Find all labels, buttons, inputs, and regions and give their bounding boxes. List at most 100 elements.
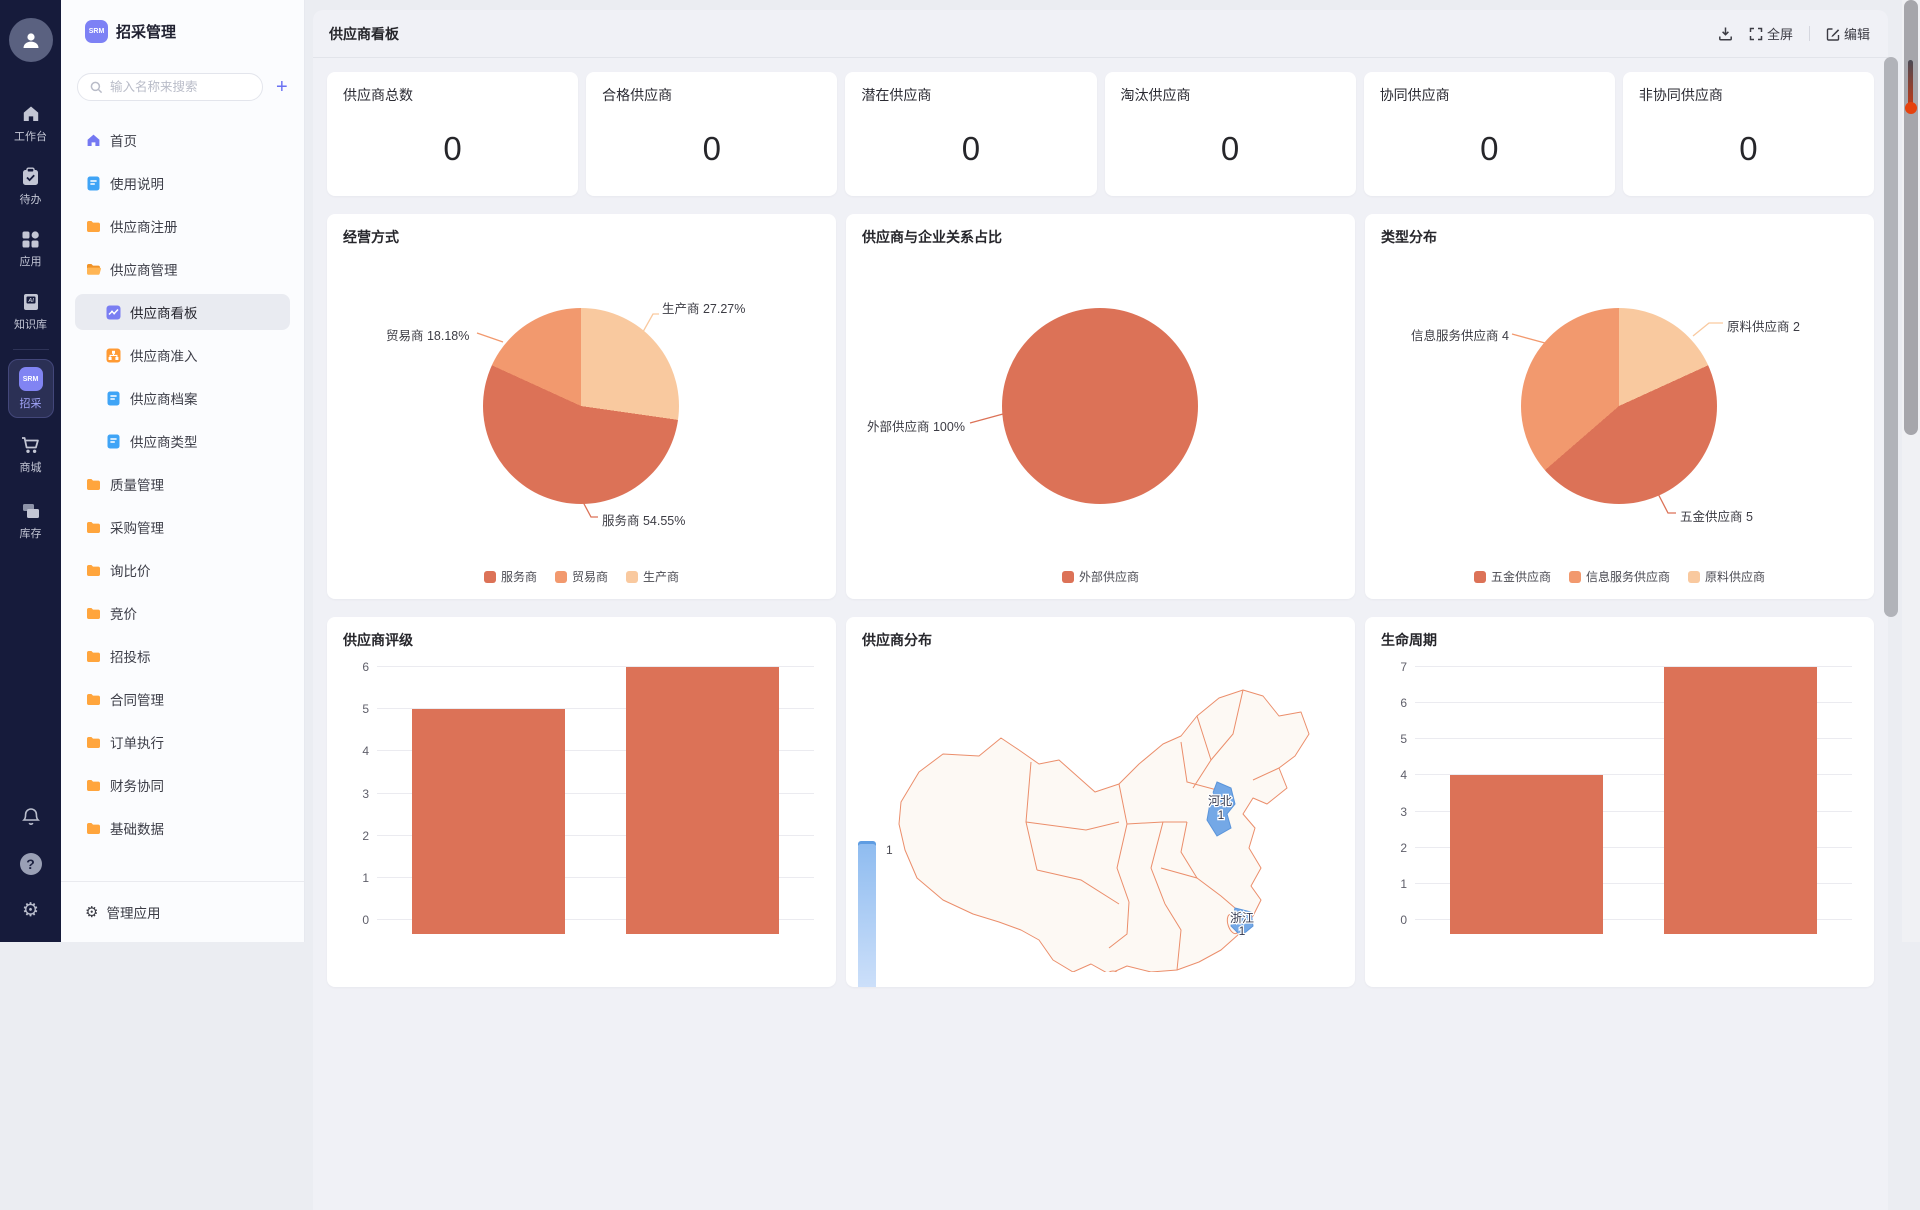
y-axis-tick: 1 xyxy=(362,870,369,885)
menu-label: 使用说明 xyxy=(110,177,164,192)
rail-item-srm-active[interactable]: SRM 招采 xyxy=(7,359,54,418)
settings-gear-icon[interactable]: ⚙ xyxy=(21,900,40,921)
menu-item-supplier-dashboard[interactable]: 供应商看板 xyxy=(75,294,290,330)
panel-title: 生命周期 xyxy=(1381,632,1437,648)
y-axis-tick: 3 xyxy=(1400,804,1407,819)
legend-label: 贸易商 xyxy=(571,570,608,584)
pie-callout: 服务商 54.55% xyxy=(602,514,686,528)
pie-callout: 生产商 27.27% xyxy=(662,302,746,316)
search-box[interactable] xyxy=(77,73,263,101)
pie-legend: 五金供应商 信息服务供应商 原料供应商 xyxy=(1365,568,1874,585)
folder-icon xyxy=(85,218,101,234)
menu-label: 供应商档案 xyxy=(130,392,198,407)
marker-bulb xyxy=(1905,102,1917,114)
rail-item-workbench[interactable]: 工作台 xyxy=(14,104,47,144)
folder-icon xyxy=(85,734,101,750)
menu-item-finance[interactable]: 财务协同 xyxy=(75,767,290,803)
legend-item[interactable]: 服务商 xyxy=(483,568,537,585)
menu-item-home[interactable]: 首页 xyxy=(75,122,290,158)
add-button[interactable]: + xyxy=(276,76,288,98)
legend-item[interactable]: 外部供应商 xyxy=(1061,568,1139,585)
page-title: 供应商看板 xyxy=(329,25,399,42)
china-map: 河北 1 浙江 1 xyxy=(898,689,1310,972)
sidebar-search-row: + xyxy=(77,73,304,101)
pie-type-distribution xyxy=(1521,308,1717,504)
folder-icon xyxy=(85,648,101,664)
province-zhejiang[interactable] xyxy=(1230,907,1254,937)
download-button[interactable] xyxy=(1718,26,1733,41)
apps-grid-icon xyxy=(22,231,39,248)
rail-label: 招采 xyxy=(19,398,42,410)
rail-item-inventory[interactable]: 库存 xyxy=(20,502,42,541)
legend-item[interactable]: 原料供应商 xyxy=(1688,568,1765,585)
stat-value: 0 xyxy=(1739,130,1758,167)
fullscreen-button[interactable]: 全屏 xyxy=(1749,24,1793,43)
search-input[interactable] xyxy=(110,80,240,94)
menu-item-supplier-register[interactable]: 供应商注册 xyxy=(75,208,290,244)
rail-item-todo[interactable]: 待办 xyxy=(20,167,42,207)
gridline xyxy=(1415,702,1852,704)
legend-item[interactable]: 贸易商 xyxy=(554,568,608,585)
inventory-boxes-icon xyxy=(22,504,39,518)
menu-item-purchasing[interactable]: 采购管理 xyxy=(75,509,290,545)
y-axis-tick: 0 xyxy=(1400,913,1407,927)
stat-card-qualified-suppliers: 合格供应商 0 xyxy=(586,72,838,196)
menu-item-supplier-management[interactable]: 供应商管理 xyxy=(75,251,290,287)
menu-item-base-data[interactable]: 基础数据 xyxy=(75,810,290,846)
menu-item-supplier-admission[interactable]: 供应商准入 xyxy=(75,337,290,373)
rail-divider xyxy=(12,349,49,350)
rail-item-knowledge[interactable]: AI 知识库 xyxy=(14,292,47,332)
menu-item-contract[interactable]: 合同管理 xyxy=(75,681,290,717)
menu-item-quality[interactable]: 质量管理 xyxy=(75,466,290,502)
menu-item-bidding-price[interactable]: 竞价 xyxy=(75,595,290,631)
document-icon xyxy=(105,390,121,406)
menu-label: 供应商注册 xyxy=(110,220,178,235)
dashboard-container: 供应商看板 全屏 编辑 xyxy=(313,10,1888,1210)
menu-item-supplier-archive[interactable]: 供应商档案 xyxy=(75,380,290,416)
help-icon[interactable]: ? xyxy=(19,853,42,875)
bar-chart-supplier-rating: 0 1 2 3 4 5 6 xyxy=(362,660,814,934)
inner-scrollbar-thumb[interactable] xyxy=(1884,57,1898,617)
gridline xyxy=(377,666,814,667)
menu-item-tendering[interactable]: 招投标 xyxy=(75,638,290,674)
menu-label: 财务协同 xyxy=(110,779,164,794)
bar-chart-lifecycle: 0 1 2 3 4 5 6 7 xyxy=(1400,660,1852,934)
menu-item-instructions[interactable]: 使用说明 xyxy=(75,165,290,201)
document-icon xyxy=(105,433,121,449)
menu-item-supplier-type[interactable]: 供应商类型 xyxy=(75,423,290,459)
menu-label: 询比价 xyxy=(110,564,151,579)
person-icon xyxy=(23,33,38,48)
menu-label: 竞价 xyxy=(110,607,137,622)
panel-title: 供应商分布 xyxy=(862,632,932,648)
menu-label: 合同管理 xyxy=(110,693,164,708)
bell-icon[interactable] xyxy=(21,807,41,827)
legend-item[interactable]: 五金供应商 xyxy=(1473,568,1551,585)
province-hebei[interactable] xyxy=(1206,781,1236,837)
legend-swatch xyxy=(483,570,496,583)
stats-row: 供应商总数 0 合格供应商 0 潜在供应商 0 淘汰供应商 0 协同供应商 0 … xyxy=(327,72,1875,196)
rail-item-mall[interactable]: 商城 xyxy=(20,435,42,475)
knowledge-ai-book-icon: AI xyxy=(23,294,38,310)
menu-item-order-execution[interactable]: 订单执行 xyxy=(75,724,290,760)
manage-app-button[interactable]: ⚙ 管理应用 xyxy=(61,881,304,942)
folder-icon xyxy=(85,820,101,836)
gridline xyxy=(1415,666,1852,667)
pie-business-mode xyxy=(483,308,679,504)
stat-value: 0 xyxy=(702,130,721,167)
pie-enterprise-relation xyxy=(1002,308,1198,504)
gear-icon: ⚙ xyxy=(85,903,99,921)
menu-item-inquiry[interactable]: 询比价 xyxy=(75,552,290,588)
edit-button[interactable]: 编辑 xyxy=(1826,24,1870,43)
rail-label: 待办 xyxy=(19,194,42,206)
bar xyxy=(411,709,565,934)
rail-item-apps[interactable]: 应用 xyxy=(20,230,42,269)
stat-label: 供应商总数 xyxy=(343,87,413,103)
menu-label: 质量管理 xyxy=(110,478,164,493)
gridline xyxy=(1415,774,1852,776)
user-avatar[interactable] xyxy=(8,18,53,62)
app-title: 招采管理 xyxy=(116,24,177,41)
legend-item[interactable]: 生产商 xyxy=(626,568,679,585)
pie-charts-row: 经营方式 生产商 27.27% 贸易商 18.18% 服务商 54.55% 服务… xyxy=(327,214,1874,599)
stat-card-non-collaborative-suppliers: 非协同供应商 0 xyxy=(1622,72,1875,196)
legend-item[interactable]: 信息服务供应商 xyxy=(1568,568,1670,585)
